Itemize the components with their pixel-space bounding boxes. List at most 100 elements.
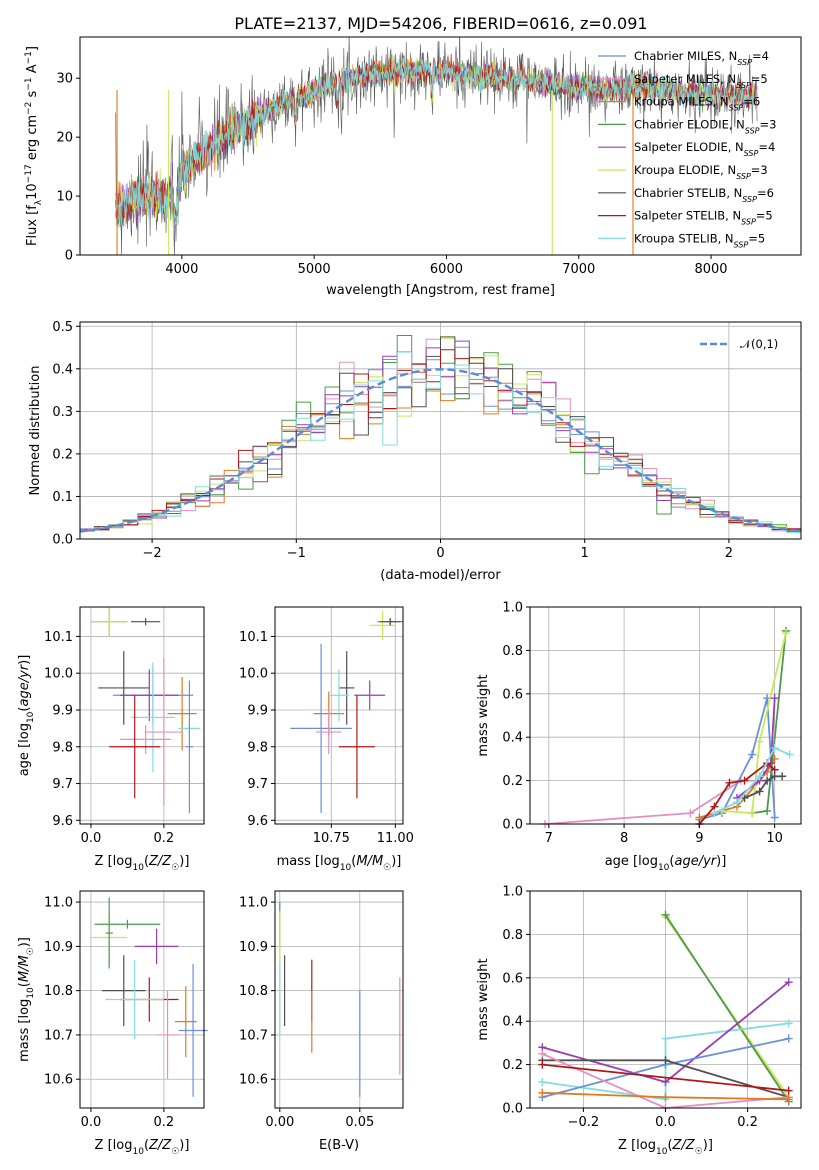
weight-marker <box>784 1086 793 1095</box>
y-tick-label: 0.4 <box>502 1015 523 1030</box>
label-part: ☉ <box>171 1147 179 1157</box>
x-axis-label: E(B-V) <box>319 1138 359 1153</box>
legend-entry: Kroupa ELODIE, NSSP=3 <box>634 163 768 181</box>
y-tick-label: 9.8 <box>52 740 73 755</box>
label-part: 10 <box>132 863 144 873</box>
weight-marker <box>748 809 757 818</box>
y-tick-label: 10.7 <box>44 1028 73 1043</box>
label-part: )] <box>17 937 32 947</box>
weight-marker <box>710 809 719 818</box>
legend-eq: =5 <box>748 231 765 245</box>
weight-marker <box>661 1056 670 1065</box>
x-tick-label: 6000 <box>430 262 463 277</box>
weight-marker <box>538 1088 547 1097</box>
weight-marker <box>740 776 749 785</box>
label-part: −17 <box>24 164 34 183</box>
residuals-panel: −2 −1 0 1 2 0.0 0.1 0.2 0.3 0.4 0.5 (data-model)/er… <box>28 320 802 583</box>
weight-marker <box>770 765 779 774</box>
label-part: Z [log <box>618 1138 656 1153</box>
label-part: )] <box>391 854 401 869</box>
x-tick-label: 0.0 <box>81 831 102 846</box>
label-part: )] <box>179 1138 189 1153</box>
y-tick-label: 0.6 <box>502 687 523 702</box>
label-part: age/yr <box>674 854 717 869</box>
legend-sub: SSP <box>737 58 752 67</box>
y-tick-label: 20 <box>56 131 73 146</box>
weight-line-c4 <box>664 914 790 1102</box>
label-part: E(B-V) <box>319 1138 359 1153</box>
y-tick-label: 11.0 <box>239 896 268 911</box>
legend-entry: Kroupa STELIB, NSSP=5 <box>634 231 765 249</box>
x-axis-label: Z [log10(Z/Z☉)] <box>618 1138 713 1157</box>
legend-eq: =5 <box>756 209 773 223</box>
x-tick-label: 8 <box>620 831 628 846</box>
label-part: −1 <box>24 77 34 90</box>
legend-label: Salpeter ELODIE, N <box>634 140 744 154</box>
x-tick-label: 9 <box>695 831 703 846</box>
weight-marker <box>781 629 790 638</box>
y-tick-label: 0.0 <box>502 818 523 833</box>
legend-eq: =6 <box>743 95 760 109</box>
weight-line-c8 <box>698 762 776 825</box>
legend-label: Kroupa STELIB, N <box>634 231 734 245</box>
label-part: Z [log <box>95 854 133 869</box>
weight-marker <box>784 1034 793 1043</box>
label-part: ( <box>17 707 32 712</box>
legend-label: Kroupa MILES, N <box>634 95 729 109</box>
label-part: 10 <box>26 987 36 999</box>
spectrum-line-c9 <box>115 57 758 232</box>
mass_vs_Z-panel: 0.0 0.210.610.710.810.911.0Z [log10(Z/Z☉)… <box>17 890 208 1157</box>
y-tick-label: 10.0 <box>239 667 268 682</box>
label-part: )] <box>17 655 32 665</box>
label-part: Z [log <box>95 1138 133 1153</box>
legend-entry: Salpeter STELIB, NSSP=5 <box>634 209 773 227</box>
axes-frame <box>274 606 404 825</box>
y-tick-label: 1.0 <box>502 601 523 616</box>
y-tick-label: 1.0 <box>502 885 523 900</box>
weight_vs_Z-panel: −0.2 0.0 0.2 0.0 0.2 0.4 0.6 0.8 1.0 Z [log10(Z/Z… <box>476 885 802 1157</box>
y-tick-label: 10.6 <box>44 1073 73 1088</box>
y-tick-label: 0.2 <box>52 447 73 462</box>
x-axis-label: Z [log10(Z/Z☉)] <box>95 1138 190 1157</box>
weight-marker <box>661 1034 670 1043</box>
y-axis-label: age [log10(age/yr)] <box>17 655 36 777</box>
legend-entry: Chabrier STELIB, NSSP=6 <box>634 186 774 204</box>
weight-marker <box>748 750 757 759</box>
y-tick-label: 11.0 <box>44 896 73 911</box>
label-part: M/M <box>356 854 383 869</box>
y-tick-label: 10.7 <box>239 1028 268 1043</box>
x-tick-label: 10.75 <box>313 831 350 846</box>
x-tick-label: 11.00 <box>377 831 414 846</box>
x-tick-label: 0.2 <box>154 1115 175 1130</box>
y-tick-label: 0.0 <box>52 533 73 548</box>
y-tick-label: 10.1 <box>44 630 73 645</box>
x-tick-label: −2 <box>143 546 162 561</box>
weight-marker <box>763 806 772 815</box>
weight-marker <box>763 776 772 785</box>
age_vs_Z-panel: 0.0 0.29.69.79.89.910.010.1Z [log10(Z/Z☉)… <box>17 606 205 873</box>
y-tick-label: 10.6 <box>239 1073 268 1088</box>
y-tick-label: 9.9 <box>52 703 73 718</box>
y-tick-label: 10.9 <box>239 940 268 955</box>
y-tick-label: 0.5 <box>52 320 73 335</box>
label-part: 10 <box>132 1147 144 1157</box>
y-axis-label: mass weight <box>476 674 491 756</box>
label-part: −2 <box>24 102 34 115</box>
label-part: ☉ <box>695 1147 703 1157</box>
y-tick-label: 0.2 <box>502 774 523 789</box>
axes-frame <box>274 890 404 1109</box>
y-tick-label: 30 <box>56 72 73 87</box>
legend-entry: Salpeter MILES, NSSP=5 <box>634 72 768 90</box>
label-part: A <box>25 64 40 77</box>
label-part: ☉ <box>171 863 179 873</box>
label-part: 10 <box>340 863 352 873</box>
y-tick-label: 10.8 <box>44 984 73 999</box>
y-tick-label: 0.1 <box>52 490 73 505</box>
y-axis-label: Flux [fλ10−17 erg cm−2 s−1 A−1] <box>24 46 44 246</box>
label-part: )] <box>703 1138 713 1153</box>
y-tick-label: 0.0 <box>502 1102 523 1117</box>
legend-label: Kroupa ELODIE, N <box>634 163 736 177</box>
x-tick-label: 7 <box>545 831 553 846</box>
x-tick-label: 0.05 <box>345 1115 374 1130</box>
